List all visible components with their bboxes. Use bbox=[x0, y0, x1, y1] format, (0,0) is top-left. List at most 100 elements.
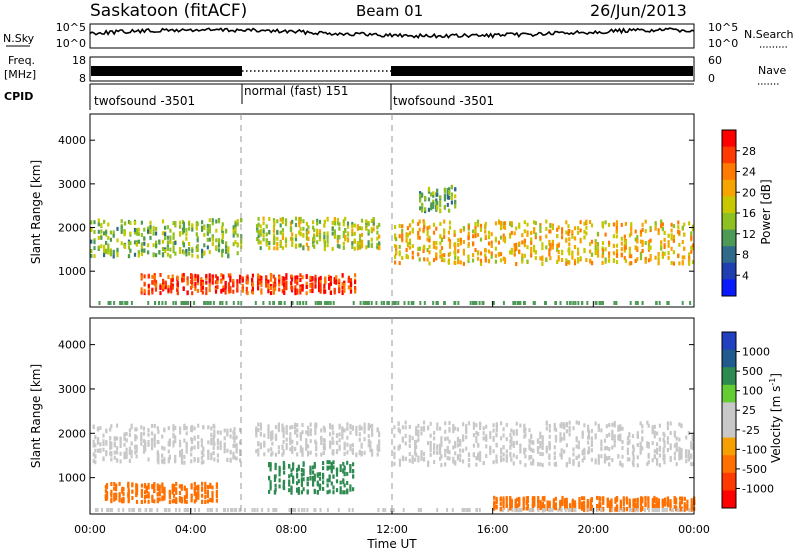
echo-cell bbox=[653, 504, 656, 509]
echo-cell bbox=[153, 282, 156, 286]
echo-cell bbox=[299, 216, 302, 221]
echo-cell bbox=[120, 219, 123, 224]
echo-cell bbox=[259, 240, 262, 245]
echo-cell bbox=[186, 301, 189, 305]
echo-cell bbox=[666, 508, 668, 512]
echo-cell bbox=[154, 301, 157, 305]
echo-cell bbox=[346, 231, 350, 236]
echo-cell bbox=[105, 496, 109, 501]
echo-cell bbox=[269, 291, 273, 296]
echo-cell bbox=[257, 286, 260, 291]
echo-cell bbox=[408, 231, 412, 236]
echo-cell bbox=[100, 244, 103, 249]
echo-cell bbox=[294, 447, 297, 452]
echo-cell bbox=[206, 231, 209, 236]
echo-cell bbox=[161, 434, 164, 439]
echo-cell bbox=[338, 284, 341, 289]
echo-cell bbox=[135, 427, 138, 432]
echo-cell bbox=[590, 443, 593, 447]
echo-cell bbox=[285, 424, 288, 429]
echo-cell bbox=[270, 433, 273, 438]
echo-cell bbox=[557, 225, 560, 230]
echo-cell bbox=[663, 444, 666, 449]
echo-cell bbox=[575, 420, 578, 425]
echo-cell bbox=[563, 449, 566, 454]
echo-cell bbox=[644, 219, 647, 224]
echo-cell bbox=[353, 238, 356, 243]
echo-cell bbox=[93, 230, 96, 234]
echo-cell bbox=[630, 225, 633, 230]
echo-cell bbox=[147, 432, 150, 437]
echo-cell bbox=[208, 218, 211, 223]
echo-cell bbox=[611, 429, 614, 434]
echo-cell bbox=[291, 508, 294, 512]
echo-cell bbox=[600, 446, 603, 451]
echo-cell bbox=[343, 428, 346, 433]
cpid-segment-1: twofsound -3501 bbox=[94, 94, 195, 108]
echo-cell bbox=[174, 454, 177, 459]
echo-cell bbox=[663, 251, 666, 256]
echo-cell bbox=[351, 425, 354, 430]
echo-cell bbox=[408, 458, 411, 463]
echo-cell bbox=[251, 277, 254, 282]
echo-cell bbox=[427, 425, 430, 430]
echo-cell bbox=[124, 301, 127, 305]
echo-cell bbox=[312, 225, 315, 230]
echo-cell bbox=[495, 459, 498, 464]
echo-cell bbox=[440, 442, 443, 447]
echo-cell bbox=[190, 446, 194, 450]
echo-cell bbox=[171, 277, 174, 282]
echo-cell bbox=[290, 486, 293, 491]
echo-cell bbox=[615, 507, 619, 512]
echo-cell bbox=[281, 232, 284, 237]
echo-cell bbox=[622, 496, 625, 501]
echo-cell bbox=[139, 508, 142, 512]
echo-cell bbox=[137, 250, 140, 254]
echo-cell bbox=[605, 434, 608, 438]
echo-cell bbox=[113, 301, 116, 305]
echo-cell bbox=[589, 507, 592, 512]
colorbar-tick-label: 16 bbox=[742, 207, 756, 220]
echo-cell bbox=[378, 244, 381, 249]
echo-cell bbox=[309, 439, 312, 444]
echo-cell bbox=[393, 433, 396, 438]
echo-cell bbox=[107, 508, 110, 512]
echo-cell bbox=[270, 452, 273, 457]
echo-cell bbox=[661, 508, 664, 512]
echo-cell bbox=[433, 446, 436, 451]
echo-cell bbox=[509, 496, 512, 501]
echo-cell bbox=[256, 226, 259, 231]
echo-cell bbox=[384, 508, 387, 512]
echo-cell bbox=[259, 224, 262, 229]
echo-cell bbox=[93, 220, 96, 225]
echo-cell bbox=[647, 423, 650, 428]
echo-cell bbox=[644, 502, 647, 507]
echo-cell bbox=[657, 252, 660, 256]
echo-cell bbox=[661, 227, 664, 231]
echo-cell bbox=[301, 275, 304, 280]
echo-cell bbox=[594, 239, 597, 244]
echo-cell bbox=[283, 285, 286, 290]
echo-cell bbox=[666, 421, 669, 426]
echo-cell bbox=[122, 496, 125, 501]
echo-cell bbox=[420, 453, 423, 457]
echo-cell bbox=[426, 229, 429, 234]
echo-cell bbox=[183, 495, 186, 500]
echo-cell bbox=[120, 229, 123, 234]
echo-cell bbox=[316, 490, 319, 495]
echo-cell bbox=[135, 449, 138, 454]
echo-cell bbox=[195, 497, 198, 502]
echo-cell bbox=[283, 282, 286, 287]
echo-cell bbox=[162, 282, 165, 287]
echo-cell bbox=[621, 440, 624, 445]
echo-cell bbox=[428, 250, 431, 255]
echo-cell bbox=[157, 453, 160, 458]
echo-cell bbox=[127, 494, 130, 499]
echo-cell bbox=[232, 228, 235, 233]
echo-cell bbox=[655, 502, 658, 507]
echo-cell bbox=[541, 501, 544, 506]
echo-cell bbox=[214, 289, 218, 294]
echo-cell bbox=[212, 437, 215, 442]
echo-cell bbox=[459, 442, 462, 447]
echo-cell bbox=[135, 484, 139, 488]
